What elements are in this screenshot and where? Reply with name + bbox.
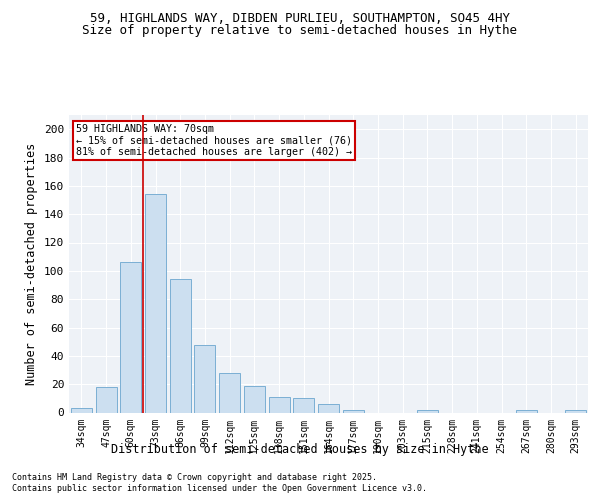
Bar [145, 194, 166, 412]
Bar [71, 408, 92, 412]
Bar [120, 262, 141, 412]
Text: Distribution of semi-detached houses by size in Hythe: Distribution of semi-detached houses by … [111, 442, 489, 456]
Bar [516, 410, 537, 412]
Bar [244, 386, 265, 412]
Y-axis label: Number of semi-detached properties: Number of semi-detached properties [25, 142, 38, 385]
Bar [170, 280, 191, 412]
Bar [565, 410, 586, 412]
Bar [343, 410, 364, 412]
Bar [219, 373, 240, 412]
Bar [269, 397, 290, 412]
Text: 59 HIGHLANDS WAY: 70sqm
← 15% of semi-detached houses are smaller (76)
81% of se: 59 HIGHLANDS WAY: 70sqm ← 15% of semi-de… [76, 124, 352, 157]
Text: Contains HM Land Registry data © Crown copyright and database right 2025.: Contains HM Land Registry data © Crown c… [12, 472, 377, 482]
Bar [293, 398, 314, 412]
Text: 59, HIGHLANDS WAY, DIBDEN PURLIEU, SOUTHAMPTON, SO45 4HY: 59, HIGHLANDS WAY, DIBDEN PURLIEU, SOUTH… [90, 12, 510, 26]
Bar [194, 344, 215, 412]
Bar [318, 404, 339, 412]
Bar [417, 410, 438, 412]
Text: Contains public sector information licensed under the Open Government Licence v3: Contains public sector information licen… [12, 484, 427, 493]
Text: Size of property relative to semi-detached houses in Hythe: Size of property relative to semi-detach… [83, 24, 517, 37]
Bar [95, 387, 116, 412]
